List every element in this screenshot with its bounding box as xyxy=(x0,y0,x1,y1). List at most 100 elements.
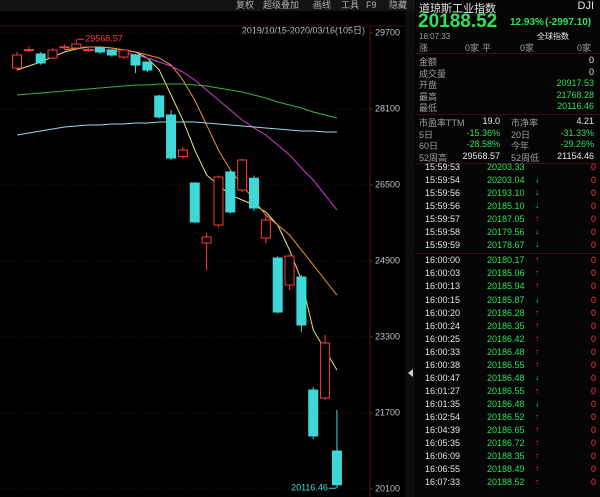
stat-label: 金额 xyxy=(419,57,438,67)
tick-volume: 0 xyxy=(590,294,596,305)
tick-time: 16:02:54 xyxy=(425,411,461,422)
tick-price: 20186.48 xyxy=(487,372,525,383)
candle-body xyxy=(118,49,129,58)
candle-body xyxy=(166,114,177,159)
tick-price: 20186.55 xyxy=(487,359,525,370)
tick-volume: 0 xyxy=(590,372,596,383)
tick-direction: ↑ xyxy=(535,255,539,265)
high-annotation: 29568.57 xyxy=(85,34,123,44)
tick-direction: ↓ xyxy=(535,201,539,211)
candle-body xyxy=(154,95,165,118)
y-tick-label: 20100 xyxy=(375,483,400,493)
tick-volume: 0 xyxy=(590,162,596,172)
ratio-label: 市盈率TTM xyxy=(419,118,465,128)
collapse-arrow[interactable] xyxy=(408,369,413,377)
ma-line xyxy=(16,46,338,371)
toolbar-button[interactable]: 画线 xyxy=(313,0,331,10)
tick-time: 16:01:27 xyxy=(425,385,461,396)
ratio-value: -31.33% xyxy=(560,127,594,138)
toolbar-button[interactable]: 工具 xyxy=(341,0,359,10)
ratio-value: -29.26% xyxy=(560,139,594,150)
last-price: 20188.52 xyxy=(418,11,498,32)
ratio-label: 52周低 xyxy=(511,152,540,163)
candle-body xyxy=(272,257,283,313)
tick-volume: 0 xyxy=(590,227,596,238)
tick-time: 16:00:38 xyxy=(425,359,461,370)
breadth-item: 平 xyxy=(482,43,492,53)
candle-body xyxy=(71,43,82,49)
candle-body xyxy=(225,171,236,213)
tick-direction: ↑ xyxy=(535,281,539,291)
toolbar-button[interactable]: F9 xyxy=(366,0,377,10)
tick-price: 20185.06 xyxy=(487,268,525,279)
tick-volume: 0 xyxy=(590,425,596,435)
candle-body xyxy=(213,176,224,226)
security-code: DJI xyxy=(577,0,595,12)
change: (-2997.10) xyxy=(545,17,592,28)
tick-direction: ↓ xyxy=(535,227,539,237)
ratio-label: 今年 xyxy=(511,141,530,152)
tick-price: 20187.05 xyxy=(487,214,525,225)
ratio-value: 19.0 xyxy=(482,116,500,126)
tick-direction: ↓ xyxy=(535,175,539,185)
ma-line xyxy=(16,121,337,136)
tick-price: 20186.35 xyxy=(487,320,525,331)
security-name: 道琼斯工业指数 xyxy=(419,3,496,15)
tick-direction: ↑ xyxy=(535,385,539,395)
tick-price: 20185.87 xyxy=(487,294,525,305)
stat-value: 21768.28 xyxy=(556,89,594,100)
candle-body xyxy=(177,149,188,157)
candle-body xyxy=(12,54,22,69)
toolbar-button[interactable]: 隐藏 xyxy=(389,0,407,10)
tick-volume: 0 xyxy=(590,175,596,186)
stat-label: 开盘 xyxy=(419,80,438,91)
candle-body xyxy=(308,389,319,437)
tick-volume: 0 xyxy=(590,477,596,488)
tick-price: 20179.56 xyxy=(487,227,525,238)
y-tick-label: 28100 xyxy=(375,103,400,113)
tick-time: 16:06:09 xyxy=(425,451,461,462)
tick-direction: ↑ xyxy=(535,464,539,474)
ratio-label: 60日 xyxy=(419,141,439,152)
tick-direction: ↑ xyxy=(535,268,539,278)
candle-body xyxy=(284,255,295,286)
tick-volume: 0 xyxy=(590,188,596,199)
tick-direction: ↑ xyxy=(535,307,539,317)
toolbar-button[interactable]: 超级叠加 xyxy=(263,0,299,10)
tick-price: 20186.52 xyxy=(487,411,525,422)
tick-price: 20186.55 xyxy=(487,385,525,396)
ratio-value: 29568.57 xyxy=(462,150,500,161)
tick-volume: 0 xyxy=(590,333,596,344)
tick-time: 15:59:59 xyxy=(425,240,461,251)
tick-price: 20203.33 xyxy=(487,162,525,172)
tick-direction: ↓ xyxy=(535,372,539,382)
breadth-item: 0家 xyxy=(520,43,535,53)
candle-body xyxy=(35,53,46,64)
ma-line xyxy=(88,49,338,211)
global-index-button[interactable]: 全球指数 xyxy=(537,32,569,41)
toolbar-button[interactable]: 复权 xyxy=(236,0,254,10)
ratio-label: 市净率 xyxy=(511,118,539,128)
tick-time: 15:59:57 xyxy=(425,214,461,225)
kline-chart: 2019/10/15-2020/03/16(105日) 复权 超级叠加 画线 工具 F9… xyxy=(0,0,415,497)
ratio-value: -28.58% xyxy=(466,139,500,150)
tick-time: 15:59:54 xyxy=(425,175,461,186)
tick-volume: 0 xyxy=(590,411,596,422)
stat-value: 0 xyxy=(588,66,594,77)
tick-volume: 0 xyxy=(590,214,596,225)
ratio-label: 52周高 xyxy=(419,152,448,163)
ma-line xyxy=(64,46,338,296)
candle-body xyxy=(320,342,331,399)
tick-volume: 0 xyxy=(590,398,596,409)
separator xyxy=(415,53,600,54)
splitter[interactable] xyxy=(405,11,415,497)
tick-volume: 0 xyxy=(590,255,596,266)
change-pct: 12.93% xyxy=(510,17,544,28)
tick-price: 20188.49 xyxy=(487,464,525,475)
tick-time: 16:00:03 xyxy=(425,268,461,279)
low-annotation: 20116.46 xyxy=(291,483,328,493)
tick-direction: ↑ xyxy=(535,359,539,369)
tick-price: 20193.10 xyxy=(487,188,525,199)
y-tick-label: 26500 xyxy=(375,179,400,189)
